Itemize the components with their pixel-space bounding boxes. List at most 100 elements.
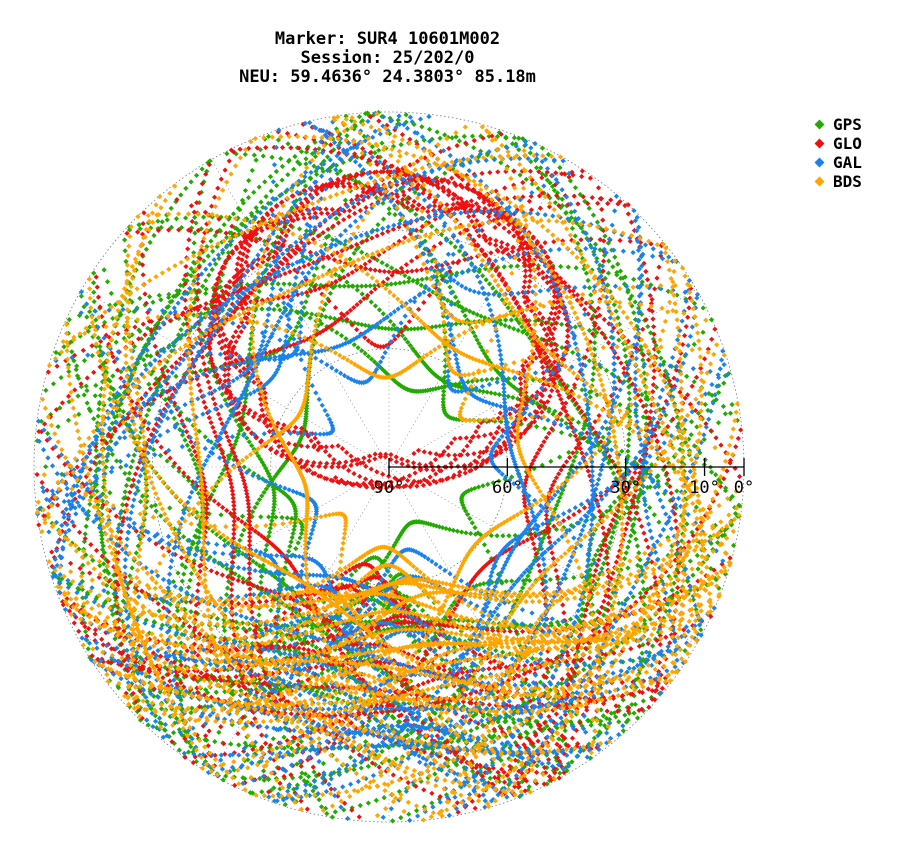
data-point: [233, 339, 239, 345]
data-point: [188, 609, 194, 615]
data-point: [107, 396, 113, 402]
data-point: [103, 556, 109, 563]
data-point: [632, 299, 638, 305]
data-point: [488, 265, 495, 271]
data-point: [442, 374, 448, 381]
data-point: [203, 290, 209, 297]
data-point: [367, 283, 373, 289]
data-point: [440, 402, 446, 408]
title-marker: Marker: SUR4 10601M002: [274, 29, 501, 49]
data-point: [720, 403, 727, 409]
data-point: [323, 314, 329, 320]
data-point: [544, 781, 550, 787]
data-point: [448, 240, 454, 246]
data-point: [504, 242, 511, 248]
data-point: [539, 336, 545, 342]
data-point: [514, 263, 521, 269]
data-point: [126, 364, 132, 371]
data-point: [137, 226, 143, 232]
data-point: [682, 439, 689, 445]
data-point: [305, 144, 311, 150]
data-point: [266, 690, 272, 697]
data-point: [459, 529, 465, 535]
data-point: [276, 606, 282, 612]
data-point: [257, 592, 263, 598]
data-point: [442, 351, 449, 357]
data-point: [578, 613, 585, 619]
data-point: [158, 297, 164, 303]
data-point: [601, 252, 608, 258]
data-point: [390, 377, 396, 383]
data-point: [695, 566, 701, 572]
data-point: [656, 483, 662, 490]
data-point: [635, 498, 641, 505]
data-point: [271, 498, 277, 504]
data-point: [436, 524, 442, 530]
data-point: [342, 197, 348, 203]
data-point: [301, 215, 307, 221]
data-point: [539, 319, 545, 325]
data-point: [343, 459, 349, 465]
data-point: [341, 807, 347, 813]
data-point: [607, 540, 613, 546]
data-point: [227, 618, 233, 624]
data-point: [168, 205, 174, 211]
data-point: [43, 387, 49, 393]
data-point: [84, 400, 90, 406]
data-point: [388, 265, 395, 271]
data-point: [615, 315, 621, 321]
data-point: [504, 164, 510, 170]
data-point: [259, 476, 266, 482]
data-point: [488, 431, 494, 437]
data-point: [587, 242, 594, 248]
data-point: [554, 619, 561, 625]
data-point: [91, 280, 97, 286]
data-point: [147, 239, 153, 245]
data-point: [292, 520, 298, 526]
data-point: [289, 193, 295, 199]
data-point: [246, 439, 252, 445]
data-point: [374, 257, 380, 263]
data-point: [379, 260, 385, 266]
data-point: [444, 202, 450, 208]
data-point: [150, 299, 156, 305]
data-point: [683, 296, 689, 302]
data-point: [594, 219, 601, 225]
data-point: [660, 466, 666, 473]
data-point: [414, 351, 420, 357]
data-point: [372, 456, 378, 462]
data-point: [553, 526, 560, 533]
data-point: [97, 562, 103, 569]
data-point: [327, 622, 333, 628]
data-point: [368, 356, 375, 362]
data-point: [217, 284, 224, 290]
data-point: [208, 439, 214, 445]
data-point: [145, 722, 151, 728]
data-point: [380, 216, 387, 222]
data-point: [307, 286, 313, 292]
data-point: [615, 261, 621, 267]
data-point: [479, 377, 485, 383]
data-point: [251, 152, 257, 158]
data-point: [237, 537, 243, 543]
data-point: [405, 279, 412, 285]
data-point: [269, 481, 276, 488]
data-point: [95, 413, 101, 419]
data-point: [384, 262, 390, 268]
data-point: [586, 205, 592, 211]
data-point: [688, 419, 695, 425]
data-point: [638, 347, 644, 353]
data-point: [159, 219, 165, 225]
data-point: [476, 454, 482, 460]
data-point: [258, 199, 264, 205]
data-point: [155, 218, 161, 224]
data-point: [482, 432, 488, 439]
data-point: [327, 315, 333, 321]
data-point: [666, 381, 673, 387]
data-point: [271, 306, 277, 313]
data-point: [418, 282, 424, 288]
data-point: [485, 548, 491, 554]
data-point: [262, 179, 268, 185]
data-point: [221, 467, 227, 473]
data-point: [301, 304, 307, 311]
